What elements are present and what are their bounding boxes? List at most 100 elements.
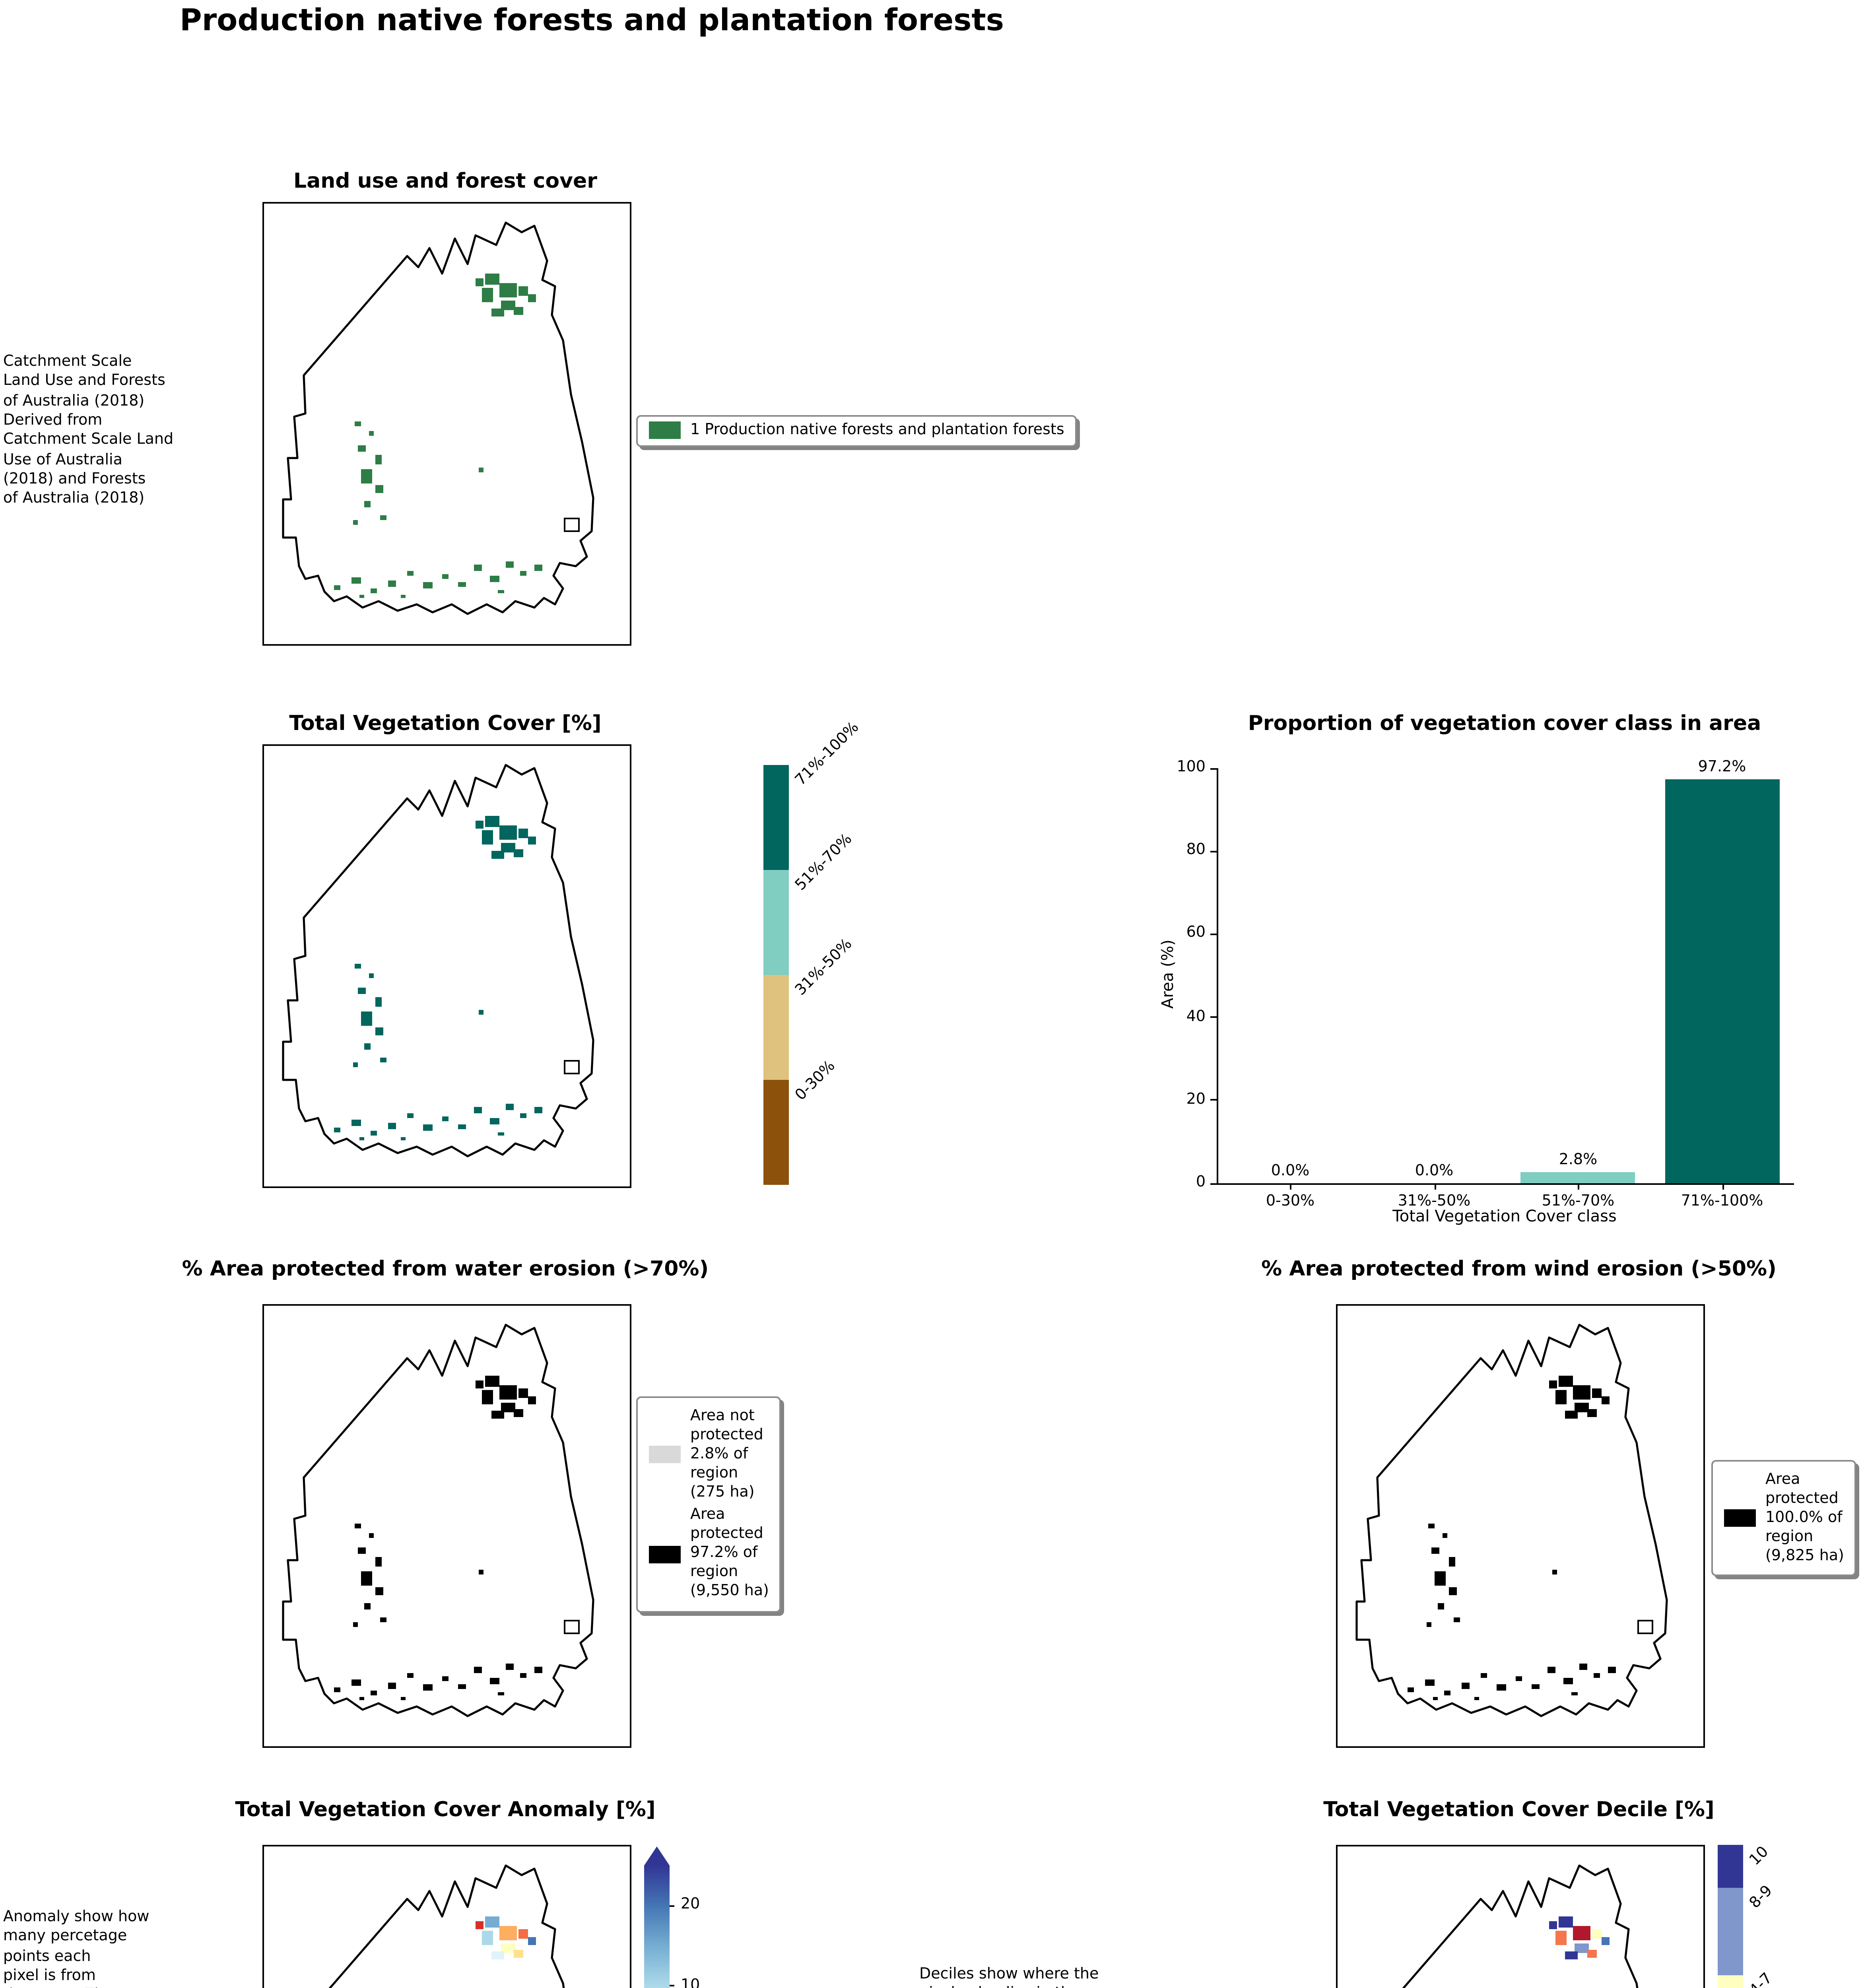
catchment-outline-parcel xyxy=(564,1060,580,1074)
proportion-chart-plot: 0 20 40 60 80 100 0.0% 0-30% 0.0% 31%-50% 2.8% 51%-… xyxy=(1177,759,1794,1210)
vegcover-title: Total Vegetation Cover [%] xyxy=(289,712,602,736)
y-tick-label: 80 xyxy=(1186,841,1206,859)
vegcover-map xyxy=(262,744,631,1188)
y-tick-mark xyxy=(1210,1016,1217,1018)
vegcover-colorbar xyxy=(763,765,789,1185)
catchment-outline xyxy=(1355,1324,1668,1717)
catchment-outline-parcel xyxy=(1637,1620,1653,1634)
page-title: Production native forests and plantation… xyxy=(180,3,1004,38)
wind-legend: Area protected 100.0% of region (9,825 h… xyxy=(1711,1460,1857,1577)
proportion-chart-xlabel: Total Vegetation Cover class xyxy=(1392,1209,1617,1226)
water-map xyxy=(262,1304,631,1748)
anomaly-tick-mark xyxy=(670,1985,674,1987)
water-legend: Area not protected 2.8% of region (275 h… xyxy=(636,1396,782,1612)
map-pixels xyxy=(1549,1916,1610,1959)
wind-map xyxy=(1336,1304,1705,1748)
y-tick-label: 100 xyxy=(1177,759,1206,776)
x-tick-label: 31%-50% xyxy=(1398,1193,1471,1210)
x-tick-mark xyxy=(1434,1183,1436,1190)
colorbar-class-label: 71%-100% xyxy=(792,719,863,790)
anomaly-tick-label: 20 xyxy=(681,1896,700,1914)
catchment-outline xyxy=(282,221,594,615)
catchment-outline xyxy=(282,764,594,1157)
water-map-canvas xyxy=(282,1324,594,1717)
map-pixels xyxy=(334,274,542,598)
wind-map-canvas xyxy=(1355,1324,1668,1717)
legend-swatch xyxy=(1724,1509,1756,1527)
colorbar-class-label: 31%-50% xyxy=(792,936,856,1000)
bar-value-label: 97.2% xyxy=(1698,759,1746,777)
legend-label: Area not protected 2.8% of region (275 h… xyxy=(690,1408,763,1501)
bar-value-label: 2.8% xyxy=(1559,1151,1598,1169)
anomaly-colorbar-top-arrow xyxy=(644,1846,670,1866)
x-tick-mark xyxy=(1578,1183,1580,1190)
catchment-outline xyxy=(328,1864,565,1988)
decile-caption: Deciles show where the pixel value lies … xyxy=(919,1966,1099,1988)
map-pixels xyxy=(1408,1376,1616,1700)
colorbar-segment xyxy=(1718,1845,1743,1888)
anomaly-colorbar-gradient xyxy=(644,1866,670,1988)
x-tick-label: 51%-70% xyxy=(1542,1193,1615,1210)
legend-entry: Area not protected 2.8% of region (275 h… xyxy=(649,1408,769,1502)
y-tick-label: 60 xyxy=(1186,924,1206,942)
y-tick-mark xyxy=(1210,767,1217,769)
colorbar-class-label: 10 xyxy=(1746,1843,1773,1870)
decile-colorbar xyxy=(1718,1845,1743,1988)
landuse-map xyxy=(262,202,631,646)
y-tick-mark xyxy=(1210,933,1217,935)
map-pixels xyxy=(476,1916,536,1959)
anomaly-colorbar: 20100−10−20 xyxy=(644,1846,740,1988)
y-tick-mark xyxy=(1210,850,1217,852)
legend-entry: Area protected 97.2% of region (9,550 ha… xyxy=(649,1507,769,1602)
x-tick-label: 71%-100% xyxy=(1681,1193,1763,1210)
colorbar-class-label: 51%-70% xyxy=(792,831,856,895)
water-title: % Area protected from water erosion (>70… xyxy=(182,1258,709,1282)
landuse-title: Land use and forest cover xyxy=(293,170,597,194)
landuse-legend-swatch xyxy=(649,422,681,440)
colorbar-segment xyxy=(1718,1974,1743,1988)
proportion-chart-ylabel: Area (%) xyxy=(1160,940,1178,1009)
anomaly-tick-label: 10 xyxy=(681,1976,700,1988)
colorbar-class-label: 0-30% xyxy=(792,1057,839,1105)
y-tick-label: 40 xyxy=(1186,1008,1206,1025)
legend-entry: Area protected 100.0% of region (9,825 h… xyxy=(1724,1471,1844,1566)
bar-value-label: 0.0% xyxy=(1415,1163,1454,1180)
y-tick-mark xyxy=(1210,1099,1217,1101)
decile-map xyxy=(1336,1845,1705,1988)
colorbar-segment xyxy=(763,765,789,870)
y-tick-mark xyxy=(1210,1182,1217,1184)
x-tick-label: 0-30% xyxy=(1266,1193,1315,1210)
map-pixels xyxy=(334,816,542,1140)
catchment-outline-parcel xyxy=(564,518,580,532)
x-tick-mark xyxy=(1290,1183,1292,1190)
colorbar-segment xyxy=(1718,1888,1743,1975)
catchment-outline xyxy=(282,1324,594,1717)
colorbar-class-label: 4-7 xyxy=(1746,1969,1777,1988)
colorbar-segment xyxy=(763,870,789,975)
anomaly-title: Total Vegetation Cover Anomaly [%] xyxy=(235,1799,656,1823)
veg-map-canvas xyxy=(282,764,594,1157)
bar-value-label: 0.0% xyxy=(1271,1163,1310,1180)
landuse-caption: Catchment Scale Land Use and Forests of … xyxy=(3,353,174,508)
x-tick-mark xyxy=(1722,1183,1724,1190)
map-pixels xyxy=(334,1376,542,1700)
landuse-legend-label: 1 Production native forests and plantati… xyxy=(690,421,1064,439)
legend-label: Area protected 97.2% of region (9,550 ha… xyxy=(690,1507,769,1600)
legend-swatch xyxy=(649,1545,681,1563)
colorbar-class-label: 8-9 xyxy=(1746,1883,1777,1913)
landuse-legend: 1 Production native forests and plantati… xyxy=(636,415,1077,447)
catchment-outline xyxy=(1402,1864,1639,1988)
proportion-chart-title: Proportion of vegetation cover class in … xyxy=(1248,712,1761,736)
y-tick-label: 20 xyxy=(1186,1091,1206,1109)
bar-71%-100% xyxy=(1665,780,1779,1183)
legend-swatch xyxy=(649,1446,681,1464)
catchment-outline-parcel xyxy=(564,1620,580,1634)
anomaly-map xyxy=(262,1845,631,1988)
anomaly-caption: Anomaly show how many percetage points e… xyxy=(3,1908,150,1988)
colorbar-segment xyxy=(763,975,789,1080)
landuse-map-canvas xyxy=(282,221,594,615)
legend-label: Area protected 100.0% of region (9,825 h… xyxy=(1765,1471,1844,1564)
colorbar-segment xyxy=(763,1080,789,1185)
y-tick-label: 0 xyxy=(1196,1174,1206,1191)
